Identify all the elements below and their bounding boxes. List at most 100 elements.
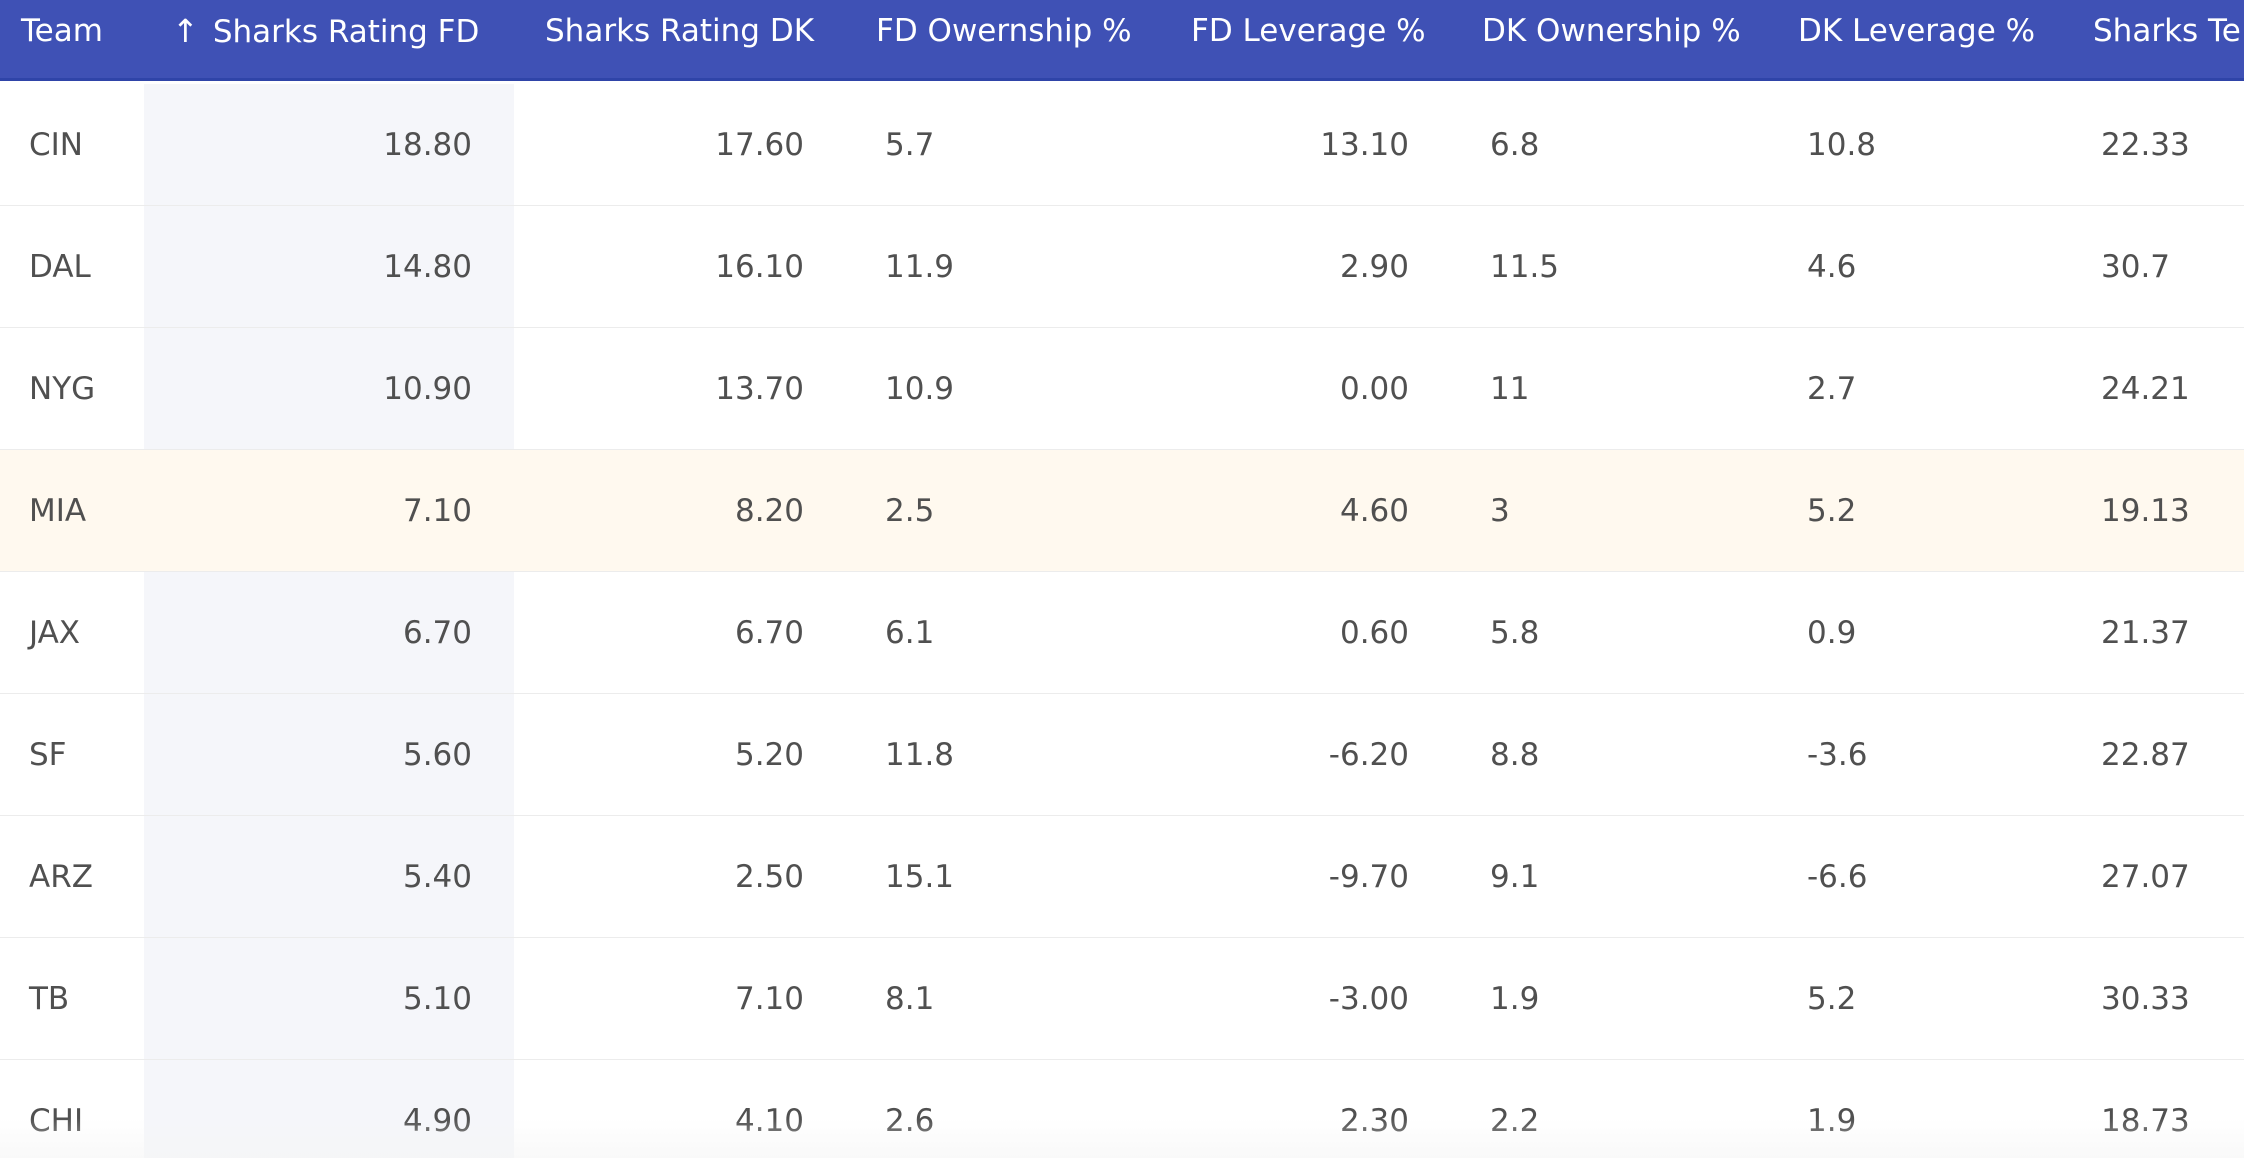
cell-dk-leverage: 0.9 [1807, 615, 1857, 651]
cell-sharks-rating-dk: 17.60 [715, 127, 804, 163]
cell-fd-leverage: 2.30 [1339, 1103, 1409, 1139]
cell-team: CHI [29, 1103, 84, 1139]
sorted-column-shading [144, 84, 514, 1158]
table-row[interactable]: NYG 10.90 13.70 10.9 0.00 11 2.7 24.21 [0, 328, 2244, 450]
cell-dk-leverage: -6.6 [1807, 859, 1868, 895]
cell-team: DAL [29, 249, 91, 285]
column-header-sharks-rating-dk[interactable]: Sharks Rating DK [545, 0, 814, 81]
table-row[interactable]: CIN 18.80 17.60 5.7 13.10 6.8 10.8 22.33 [0, 84, 2244, 206]
cell-fd-leverage: 2.90 [1339, 249, 1409, 285]
cell-dk-leverage: -3.6 [1807, 737, 1868, 773]
cell-sharks-rating-dk: 8.20 [734, 493, 804, 529]
arrow-up-icon: ↑ [172, 12, 199, 50]
cell-sharks-rating-fd: 5.40 [402, 859, 472, 895]
cell-team: JAX [29, 615, 81, 651]
column-header-label: DK Ownership % [1482, 13, 1741, 49]
cell-sharks-rating-dk: 4.10 [734, 1103, 804, 1139]
cell-sharks-rating-fd: 5.10 [402, 981, 472, 1017]
column-header-label: DK Leverage % [1798, 13, 2036, 49]
cell-dk-ownership: 2.2 [1490, 1103, 1540, 1139]
cell-fd-ownership: 6.1 [885, 615, 935, 651]
cell-fd-ownership: 15.1 [885, 859, 955, 895]
table-body: CIN 18.80 17.60 5.7 13.10 6.8 10.8 22.33 DAL 14.8… [0, 84, 2244, 1158]
cell-dk-ownership: 11 [1490, 371, 1530, 407]
cell-dk-leverage: 4.6 [1807, 249, 1857, 285]
cell-sharks-te: 22.33 [2101, 127, 2190, 163]
cell-sharks-te: 18.73 [2101, 1103, 2190, 1139]
cell-dk-ownership: 8.8 [1490, 737, 1540, 773]
cell-dk-ownership: 5.8 [1490, 615, 1540, 651]
column-header-dk-ownership[interactable]: DK Ownership % [1482, 0, 1741, 81]
cell-fd-leverage: 0.60 [1339, 615, 1409, 651]
cell-sharks-rating-dk: 13.70 [715, 371, 804, 407]
column-header-label: Team [21, 13, 103, 49]
table-row[interactable]: TB 5.10 7.10 8.1 -3.00 1.9 5.2 30.33 [0, 938, 2244, 1060]
cell-fd-leverage: 4.60 [1339, 493, 1409, 529]
cell-sharks-rating-fd: 7.10 [402, 493, 472, 529]
cell-team: CIN [29, 127, 83, 163]
cell-sharks-rating-dk: 2.50 [734, 859, 804, 895]
cell-dk-leverage: 1.9 [1807, 1103, 1857, 1139]
cell-dk-leverage: 2.7 [1807, 371, 1857, 407]
cell-fd-leverage: -3.00 [1328, 981, 1409, 1017]
cell-sharks-te: 19.13 [2101, 493, 2190, 529]
column-header-fd-leverage[interactable]: FD Leverage % [1191, 0, 1426, 81]
column-header-sharks-te[interactable]: Sharks Te [2093, 0, 2241, 81]
cell-sharks-te: 30.7 [2101, 249, 2171, 285]
table-row[interactable]: JAX 6.70 6.70 6.1 0.60 5.8 0.9 21.37 [0, 572, 2244, 694]
cell-sharks-rating-fd: 6.70 [402, 615, 472, 651]
column-header-label: Sharks Rating DK [545, 13, 815, 49]
cell-dk-ownership: 3 [1490, 493, 1510, 529]
cell-sharks-rating-fd: 14.80 [383, 249, 472, 285]
cell-dk-leverage: 5.2 [1807, 981, 1857, 1017]
cell-sharks-rating-fd: 5.60 [402, 737, 472, 773]
table-row[interactable]: ARZ 5.40 2.50 15.1 -9.70 9.1 -6.6 27.07 [0, 816, 2244, 938]
table-row[interactable]: DAL 14.80 16.10 11.9 2.90 11.5 4.6 30.7 [0, 206, 2244, 328]
cell-dk-ownership: 11.5 [1490, 249, 1560, 285]
table-header: Team ↑ Sharks Rating FD Sharks Rating DK … [0, 0, 2244, 81]
cell-dk-leverage: 10.8 [1807, 127, 1877, 163]
cell-fd-ownership: 11.9 [885, 249, 955, 285]
table-row[interactable]: SF 5.60 5.20 11.8 -6.20 8.8 -3.6 22.87 [0, 694, 2244, 816]
cell-sharks-te: 30.33 [2101, 981, 2190, 1017]
column-header-label: FD Leverage % [1191, 13, 1426, 49]
cell-fd-ownership: 5.7 [885, 127, 935, 163]
cell-sharks-te: 24.21 [2101, 371, 2190, 407]
cell-sharks-rating-dk: 5.20 [734, 737, 804, 773]
cell-fd-ownership: 8.1 [885, 981, 935, 1017]
cell-sharks-te: 27.07 [2101, 859, 2190, 895]
cell-fd-leverage: -9.70 [1328, 859, 1409, 895]
cell-sharks-rating-dk: 7.10 [734, 981, 804, 1017]
cell-fd-ownership: 10.9 [885, 371, 955, 407]
cell-team: SF [29, 737, 67, 773]
cell-fd-leverage: 0.00 [1339, 371, 1409, 407]
table-row[interactable]: MIA 7.10 8.20 2.5 4.60 3 5.2 19.13 [0, 450, 2244, 572]
cell-dk-leverage: 5.2 [1807, 493, 1857, 529]
cell-sharks-te: 21.37 [2101, 615, 2190, 651]
cell-fd-ownership: 2.6 [885, 1103, 935, 1139]
column-header-sharks-rating-fd[interactable]: ↑ Sharks Rating FD [172, 0, 479, 81]
column-header-label: FD Owernship % [876, 13, 1132, 49]
column-header-fd-ownership[interactable]: FD Owernship % [876, 0, 1132, 81]
cell-sharks-rating-dk: 16.10 [715, 249, 804, 285]
column-header-team[interactable]: Team [21, 0, 103, 81]
cell-team: TB [29, 981, 70, 1017]
cell-sharks-rating-dk: 6.70 [734, 615, 804, 651]
table-row[interactable]: CHI 4.90 4.10 2.6 2.30 2.2 1.9 18.73 [0, 1060, 2244, 1158]
cell-sharks-rating-fd: 4.90 [402, 1103, 472, 1139]
cell-team: MIA [29, 493, 87, 529]
cell-sharks-rating-fd: 18.80 [383, 127, 472, 163]
cell-fd-leverage: 13.10 [1320, 127, 1409, 163]
cell-fd-ownership: 2.5 [885, 493, 935, 529]
cell-dk-ownership: 6.8 [1490, 127, 1540, 163]
cell-sharks-te: 22.87 [2101, 737, 2190, 773]
column-header-label: Sharks Te [2093, 13, 2241, 49]
column-header-label: Sharks Rating FD [212, 14, 480, 50]
cell-sharks-rating-fd: 10.90 [383, 371, 472, 407]
cell-dk-ownership: 9.1 [1490, 859, 1540, 895]
cell-team: NYG [29, 371, 96, 407]
cell-dk-ownership: 1.9 [1490, 981, 1540, 1017]
cell-team: ARZ [29, 859, 93, 895]
column-header-dk-leverage[interactable]: DK Leverage % [1798, 0, 2035, 81]
